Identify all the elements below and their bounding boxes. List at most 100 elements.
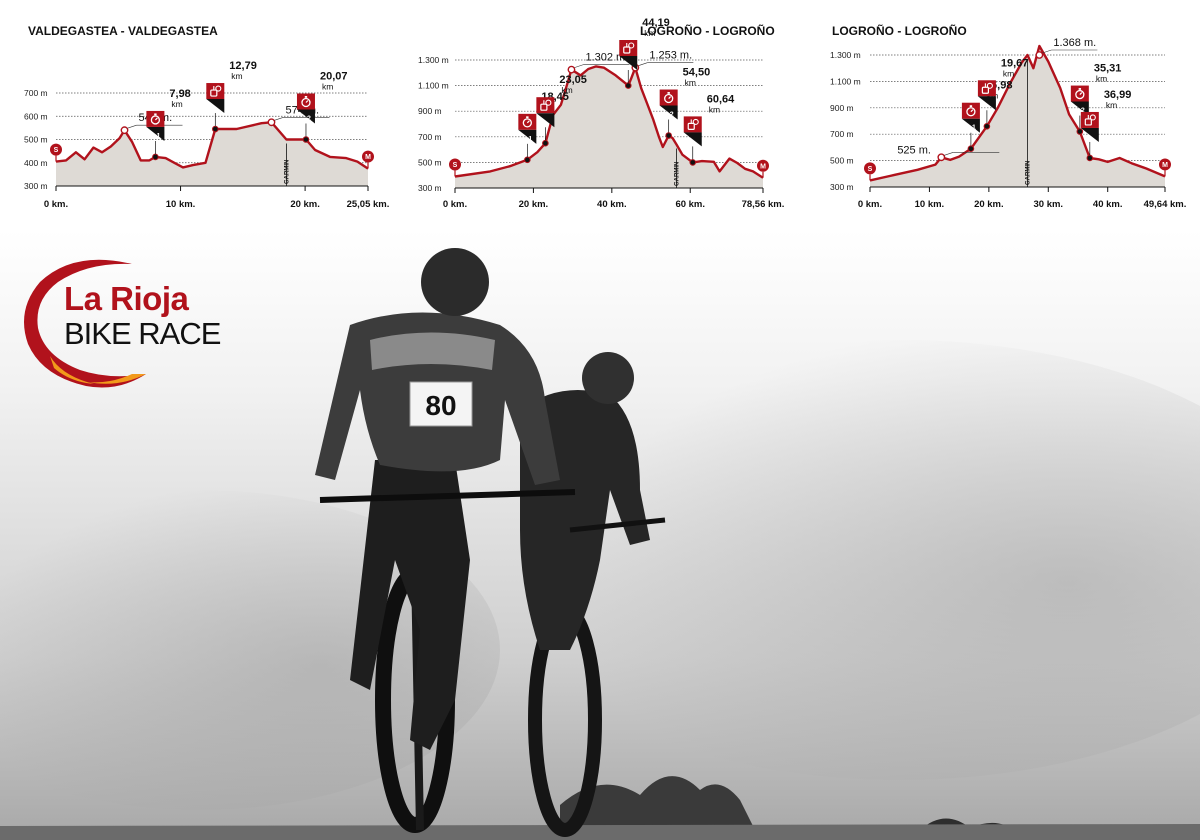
stopwatch-icon-crown [1078,88,1082,90]
x-tick-label: 25,05 km. [347,199,390,210]
checkpoint-km-unit: km [322,82,333,92]
x-tick-label: 40 km. [597,199,627,210]
elevation-chart: LOGROÑO - LOGROÑO 1.300 m 1.100 m 900 m 700 … [830,23,1186,210]
x-tick-label: 0 km. [443,199,467,210]
chart-title: VALDEGASTEA - VALDEGASTEA [28,24,218,38]
start-label: S [868,166,873,173]
finish-label: M [1162,162,1168,169]
start-marker [864,162,876,175]
y-tick-label: 700 m [830,129,854,139]
stopwatch-icon-hand [970,109,974,113]
y-tick-label: 400 m [24,158,48,168]
peak-label: 1.302 m. [585,52,628,64]
y-tick-label: 300 m [830,182,854,192]
checkpoint-number: 1 [528,136,532,143]
logo-bike-race: BIKE RACE [64,316,221,351]
checkpoint-dot [152,153,159,161]
peak-leader [274,117,284,121]
checkpoint-flag [961,118,980,133]
checkpoint-flag [683,132,702,147]
elevation-line [55,121,369,170]
x-tick-label: 60 km. [675,199,705,210]
feed-zone-icon-fruit [628,42,635,49]
peak-leader [1042,49,1052,54]
checkpoint-flag [659,105,678,120]
start-label: S [453,162,458,169]
checkpoint-dot [983,122,991,130]
checkpoint-number: 2 [670,112,674,119]
start-marker [50,143,62,156]
chart-title: LOGROÑO - LOGROÑO [832,23,967,38]
finish-marker [1159,158,1171,171]
y-tick-label: 500 m [24,135,48,145]
checkpoint-km: 20,07 [320,71,348,83]
stopwatch-icon-hand [154,117,158,121]
y-tick-label: 900 m [830,103,854,113]
logo-la-rioja: La Rioja [64,280,189,317]
checkpoint-flag [296,109,315,124]
stopwatch-icon-crown [667,92,670,94]
garmin-label: GARMIN [675,162,681,186]
checkpoint-km: 36,99 [1104,89,1132,101]
x-tick-label: 40 km. [1093,199,1123,210]
checkpoint-number: 2 [307,116,311,123]
rear-handlebar [569,517,666,533]
checkpoint-flag [146,126,165,141]
x-tick-label: 0 km. [858,199,882,210]
checkpoint-flag [977,96,996,111]
checkpoint-dot [542,139,549,147]
checkpoint-dot [665,132,672,139]
checkpoint-km-unit: km [685,78,696,88]
checkpoint-km-unit: km [644,28,655,38]
peak-marker [937,153,946,162]
race-bib [409,381,473,427]
checkpoint-dot [524,156,531,164]
stopwatch-icon-crown [526,116,529,119]
stopwatch-icon-crown [154,113,157,116]
feed-zone-icon-fruit [215,85,222,92]
y-tick-label: 500 m [830,156,854,166]
checkpoint-km-unit: km [709,104,720,114]
start-marker [449,158,461,171]
checkpoint-km-unit: km [1106,100,1117,110]
checkpoint-km: 44,19 [642,17,670,29]
peak-marker [120,126,129,135]
peak-label: 525 m. [897,144,931,156]
race-logo: La Rioja BIKE RACE [14,252,244,392]
checkpoint-dot [212,125,219,133]
peak-label: 1.253 m. [649,50,692,62]
checkpoint-km-unit: km [561,85,572,95]
finish-marker [362,150,374,163]
stopwatch-icon-crown [969,105,973,108]
stopwatch-icon-face [150,115,161,125]
stopwatch-icon-hand [305,100,309,103]
stopwatch-icon-face [966,107,976,117]
bib-number: 80 [425,390,456,421]
x-tick-label: 49,64 km. [1144,199,1187,210]
checkpoint-badge [296,93,315,110]
y-tick-label: 1.100 m [830,76,861,86]
y-tick-label: 1.300 m [830,50,861,60]
stopwatch-icon-face [664,93,674,104]
checkpoint-number: 1 [972,125,976,132]
stopwatch-icon-face [301,97,311,108]
checkpoint-km: 23,05 [559,74,587,86]
elevation-chart: LOGROÑO - LOGROÑO 1.300 m 1.100 m 900 m 700 … [418,17,784,210]
stopwatch-icon-hand [668,96,672,99]
road [0,824,1200,840]
y-tick-label: 1.100 m [418,81,449,91]
peak-label: 1.368 m. [1053,37,1096,49]
peak-marker [567,65,576,74]
checkpoint-km: 54,50 [683,67,711,79]
front-rider-legs [350,460,470,750]
checkpoint-badge [146,110,165,127]
y-tick-label: 300 m [418,183,442,193]
cyclists-photo: 80 [0,230,1200,840]
elevation-profiles: VALDEGASTEA - VALDEGASTEA 700 m 600 m 500 m… [24,17,1186,210]
checkpoint-dot [967,145,975,153]
checkpoint-km: 19,67 [1001,57,1029,69]
y-tick-label: 700 m [418,132,442,142]
peak-leader [944,152,954,156]
stopwatch-icon-face [1075,89,1085,100]
